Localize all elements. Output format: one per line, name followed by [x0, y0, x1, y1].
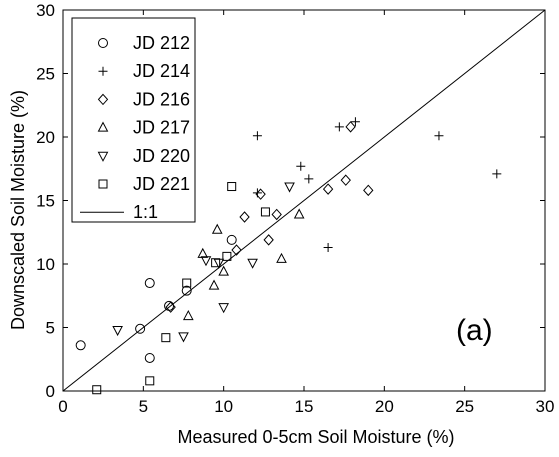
- point-jd-214: [334, 122, 344, 132]
- point-jd-217: [208, 279, 220, 290]
- legend-marker: [97, 121, 109, 132]
- point-jd-212: [226, 234, 237, 245]
- point-jd-216: [345, 121, 356, 133]
- legend-label: 1:1: [133, 202, 158, 222]
- point-jd-221: [260, 207, 270, 217]
- legend-box: [71, 17, 196, 223]
- point-jd-214: [492, 169, 502, 179]
- point-jd-212: [144, 278, 155, 289]
- x-axis-label: Measured 0-5cm Soil Moisture (%): [177, 427, 454, 447]
- point-jd-212: [75, 340, 86, 351]
- legend-marker: [98, 66, 108, 76]
- point-jd-212: [181, 285, 192, 296]
- y-tick-label: 15: [36, 192, 55, 211]
- legend-label: JD 216: [133, 89, 190, 109]
- y-tick-label: 30: [36, 1, 55, 20]
- point-jd-220: [112, 326, 123, 337]
- point-jd-221: [145, 376, 155, 386]
- point-jd-214: [434, 131, 444, 141]
- point-jd-212: [144, 352, 155, 363]
- point-jd-217: [276, 252, 287, 263]
- point-jd-221: [182, 278, 192, 288]
- point-jd-220: [247, 258, 258, 269]
- point-jd-216: [263, 234, 274, 246]
- point-jd-220: [178, 332, 189, 343]
- legend: JD 212 JD 214 JD 216 JD 217 JD 220 JD 221 1:1: [71, 17, 196, 223]
- plot-area: 0 5 10 15 20 25 30 0 5 10 15 20 25 30: [36, 1, 554, 416]
- legend-label: JD 221: [133, 174, 190, 194]
- y-tick-label: 25: [36, 65, 55, 84]
- point-jd-217: [211, 223, 223, 234]
- legend-marker: [98, 179, 108, 189]
- point-jd-214: [252, 131, 262, 141]
- legend-marker: [98, 38, 108, 48]
- point-jd-214: [323, 242, 333, 252]
- y-tick-label: 5: [46, 319, 55, 338]
- y-axis-label: Downscaled Soil Moisture (%): [8, 90, 28, 330]
- point-jd-216: [322, 183, 334, 195]
- x-tick-label: 0: [58, 397, 67, 416]
- point-jd-221: [222, 251, 232, 261]
- point-jd-216: [255, 188, 266, 200]
- point-jd-217: [218, 265, 229, 276]
- point-jd-216: [363, 184, 374, 197]
- x-tick-label: 30: [536, 397, 555, 416]
- point-jd-221: [211, 258, 221, 268]
- legend-label: JD 217: [133, 118, 190, 138]
- one-to-one-line: [62, 9, 546, 392]
- y-tick-label: 20: [36, 128, 55, 147]
- point-jd-217: [293, 208, 305, 219]
- y-tick-label: 0: [46, 382, 55, 401]
- point-jd-216: [239, 211, 250, 223]
- point-jd-221: [227, 182, 237, 192]
- point-jd-221: [92, 385, 102, 395]
- x-tick-label: 25: [455, 397, 474, 416]
- point-jd-212: [135, 323, 146, 334]
- point-jd-221: [161, 333, 171, 343]
- legend-label: JD 214: [133, 61, 190, 81]
- x-tick-label: 15: [295, 397, 314, 416]
- point-jd-217: [197, 247, 209, 258]
- x-tick-label: 10: [214, 397, 233, 416]
- point-jd-214: [350, 117, 360, 127]
- legend-label: JD 220: [133, 146, 190, 166]
- legend-label: JD 212: [133, 33, 190, 53]
- x-tick-label: 5: [139, 397, 148, 416]
- point-jd-216: [340, 174, 351, 186]
- point-jd-216: [271, 208, 282, 221]
- point-jd-216: [231, 244, 242, 256]
- legend-marker: [97, 151, 109, 162]
- point-jd-217: [182, 310, 194, 321]
- x-tick-label: 20: [375, 397, 394, 416]
- y-tick-label: 10: [36, 255, 55, 274]
- point-jd-216: [165, 301, 176, 313]
- panel-annotation: (a): [456, 314, 493, 347]
- point-jd-220: [284, 182, 295, 193]
- point-jd-220: [200, 256, 212, 267]
- legend-marker: [97, 93, 109, 106]
- point-jd-214: [304, 174, 314, 184]
- point-jd-220: [218, 303, 229, 314]
- point-jd-214: [296, 161, 306, 171]
